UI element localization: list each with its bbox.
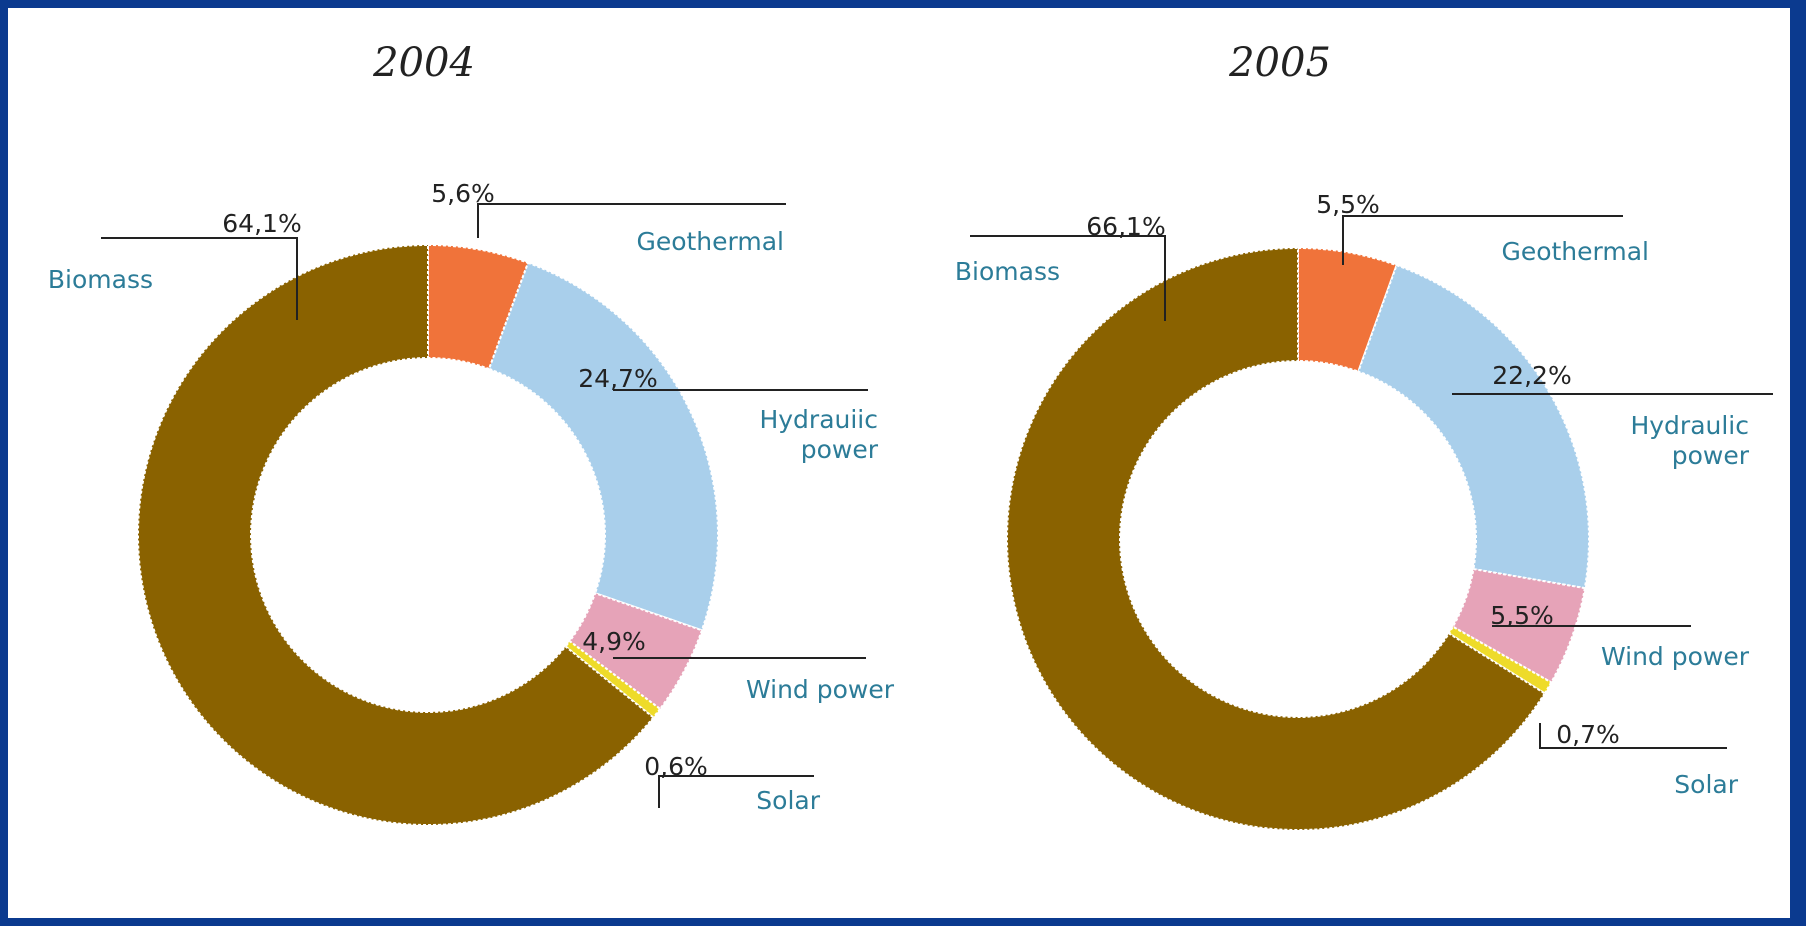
donut-slice-solar bbox=[564, 639, 662, 719]
leader-line bbox=[1539, 723, 1727, 749]
data-label: 66,1% bbox=[1086, 212, 1165, 241]
leader-line bbox=[970, 235, 1166, 321]
donut-slice-geothermal bbox=[1297, 246, 1398, 373]
category-label: Wind power bbox=[746, 675, 895, 704]
category-label: Solar bbox=[756, 786, 820, 815]
leader-line bbox=[1342, 215, 1623, 265]
donut-slice-hydraulic-power bbox=[1357, 263, 1590, 590]
category-label: Biomass bbox=[955, 257, 1060, 286]
chart-canvas: 2004 5,6% Geothermal 24,7% Hydrauiic power 4,9… bbox=[8, 8, 1790, 918]
chart-title: 2004 bbox=[372, 40, 475, 86]
data-label: 24,7% bbox=[578, 364, 657, 393]
data-label: 64,1% bbox=[222, 209, 301, 238]
category-label: power bbox=[801, 435, 879, 464]
leader-line bbox=[101, 237, 298, 320]
donut-slice-hydraulic-power bbox=[487, 261, 719, 632]
category-label: Geothermal bbox=[1501, 237, 1649, 266]
data-label: 0,6% bbox=[644, 752, 708, 781]
data-label: 22,2% bbox=[1492, 361, 1571, 390]
category-label: Hydraulic bbox=[1630, 411, 1749, 440]
category-label: Biomass bbox=[48, 265, 153, 294]
chart-title: 2005 bbox=[1228, 40, 1331, 86]
category-label: Hydrauiic bbox=[759, 405, 878, 434]
category-label: power bbox=[1672, 441, 1750, 470]
donut-slice-wind-power bbox=[568, 591, 704, 711]
donut-slice-biomass bbox=[1006, 246, 1547, 831]
data-label: 5,5% bbox=[1316, 190, 1380, 219]
donut-slice-biomass bbox=[137, 243, 655, 826]
data-label: 4,9% bbox=[582, 627, 646, 656]
category-label: Solar bbox=[1674, 770, 1738, 799]
leader-line bbox=[477, 203, 786, 238]
data-label: 5,6% bbox=[431, 179, 495, 208]
category-label: Wind power bbox=[1601, 642, 1750, 671]
category-label: Geothermal bbox=[636, 227, 784, 256]
donut-charts: 20045,6%Geothermal24,7%Hydrauiicpower4,9… bbox=[48, 40, 1773, 831]
data-label: 0,7% bbox=[1556, 720, 1620, 749]
leader-line bbox=[658, 775, 814, 808]
data-label: 5,5% bbox=[1490, 601, 1554, 630]
